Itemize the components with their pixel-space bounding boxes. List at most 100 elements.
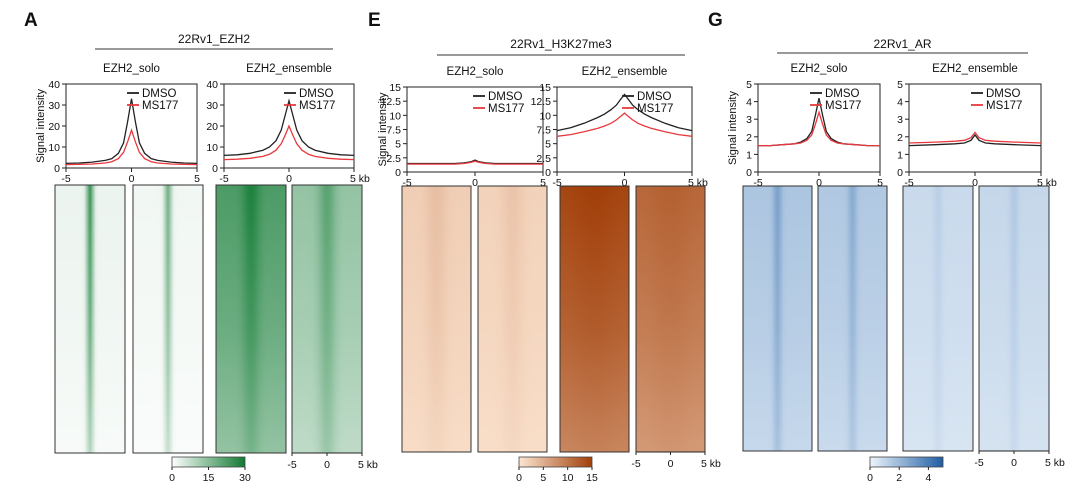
heatmap-4 xyxy=(291,184,363,454)
colorbar-tick-label: 4 xyxy=(925,472,931,484)
y-tick-label: 12.5 xyxy=(531,96,552,108)
y-tick-label: 5 xyxy=(746,79,752,91)
heatmap-4 xyxy=(635,185,706,453)
x-tick-label: 0 xyxy=(129,173,135,185)
plot-frame xyxy=(757,83,881,173)
plot-frame xyxy=(556,86,693,173)
heatmap-x-axis: -5 0 5 kb xyxy=(974,450,1065,469)
y-tick-label: 4 xyxy=(746,97,752,109)
heatmap-3 xyxy=(902,185,974,452)
y-tick-label: 1 xyxy=(897,149,903,161)
heatmap-1 xyxy=(401,185,472,453)
heatmap-x-tick-label: 5 kb xyxy=(1045,457,1065,469)
y-tick-label: 7.5 xyxy=(386,125,401,137)
heatmap-4 xyxy=(978,185,1050,452)
legend-label-ms177: MS177 xyxy=(488,103,524,115)
y-tick-label: 5 xyxy=(545,139,551,151)
plot-frame xyxy=(908,83,1042,173)
panel-header: 22Rv1_EZH2 xyxy=(178,32,250,46)
colorbar-tick-label: 10 xyxy=(562,472,574,484)
plot-frame xyxy=(65,83,198,169)
heatmap-fade xyxy=(292,185,362,453)
colorbar-bar xyxy=(869,456,944,468)
x-tick-label: 5 xyxy=(877,177,883,189)
heatmap-x-tick-label: 0 xyxy=(668,458,674,470)
series-line-ms177 xyxy=(223,124,355,161)
heatmap-3 xyxy=(215,184,287,454)
colorbar-tick-label: 5 xyxy=(540,472,546,484)
colorbar: 0 5 10 15 xyxy=(516,456,598,484)
y-tick-label: 10 xyxy=(206,142,218,154)
heatmap-frame xyxy=(401,185,472,453)
heatmap-2 xyxy=(477,185,548,453)
legend-label-dmso: DMSO xyxy=(488,91,523,103)
y-tick-label: 40 xyxy=(206,79,218,91)
heatmap-x-tick-label: 0 xyxy=(1011,457,1017,469)
heatmap-x-tick-label: 5 kb xyxy=(701,458,721,470)
y-axis-label: Signal intensity xyxy=(727,91,739,165)
heatmap-frame xyxy=(902,185,974,452)
y-tick-label: 2.5 xyxy=(536,153,551,165)
heatmap-x-tick-label: -5 xyxy=(974,457,983,469)
y-tick-label: 2.5 xyxy=(386,153,401,165)
y-tick-label: 30 xyxy=(48,100,60,112)
legend-label-dmso: DMSO xyxy=(825,88,860,100)
heatmap-fade xyxy=(636,186,705,452)
heatmap-fade xyxy=(560,186,629,452)
panel-header: 22Rv1_H3K27me3 xyxy=(510,37,612,51)
heatmap-fade xyxy=(979,186,1049,451)
series-line-ms177 xyxy=(65,128,198,166)
colorbar-tick-label: 15 xyxy=(203,472,215,484)
x-tick-label: -5 xyxy=(753,177,762,189)
series-line-ms177 xyxy=(407,160,543,165)
legend-label-ms177: MS177 xyxy=(637,103,673,115)
y-tick-label: 10 xyxy=(539,110,551,122)
series-line-ms177 xyxy=(556,112,693,137)
subplot-title: EZH2_solo xyxy=(791,63,848,75)
heatmaps: -5 0 5 kb xyxy=(401,185,721,470)
legend-label-dmso: DMSO xyxy=(986,88,1021,100)
y-tick-label: 3 xyxy=(746,114,752,126)
colorbar: 0 15 30 xyxy=(169,456,251,484)
panel-A: A 22Rv1_EZH2 Signal intensity EZH2_solo 0 10 2… xyxy=(24,10,378,484)
heatmap-fade xyxy=(402,186,471,452)
heatmap-x-axis: -5 0 5 kb xyxy=(631,451,721,470)
colorbar-bar xyxy=(171,456,246,468)
legend-label-ms177: MS177 xyxy=(299,100,335,112)
colorbar-tick-label: 0 xyxy=(867,472,873,484)
heatmap-frame xyxy=(132,184,204,454)
heatmap-x-tick-label: 0 xyxy=(324,459,330,471)
y-tick-label: 0 xyxy=(212,163,218,175)
x-tick-label: 0 xyxy=(816,177,822,189)
x-tick-label: -5 xyxy=(61,173,70,185)
y-tick-label: 0 xyxy=(746,167,752,179)
y-tick-label: 12.5 xyxy=(381,96,402,108)
heatmap-x-tick-label: -5 xyxy=(287,459,296,471)
y-tick-label: 20 xyxy=(48,121,60,133)
y-tick-label: 7.5 xyxy=(536,125,551,137)
x-tick-label: -5 xyxy=(552,177,561,189)
x-tick-label: 5 xyxy=(540,177,546,189)
x-tick-label: -5 xyxy=(402,177,411,189)
y-tick-label: 10 xyxy=(389,110,401,122)
y-tick-label: 15 xyxy=(389,82,401,94)
x-tick-label: 0 xyxy=(286,173,292,185)
heatmap-fade xyxy=(478,186,547,452)
y-axis-label: Signal intensity xyxy=(35,89,47,163)
legend-label-dmso: DMSO xyxy=(142,88,177,100)
series-line-dmso xyxy=(908,133,1042,147)
y-tick-label: 5 xyxy=(395,139,401,151)
legend-label-ms177: MS177 xyxy=(825,100,861,112)
y-tick-label: 20 xyxy=(206,121,218,133)
heatmap-fade xyxy=(903,186,973,451)
heatmap-frame xyxy=(817,185,888,452)
y-tick-label: 2 xyxy=(746,132,752,144)
y-tick-label: 15 xyxy=(539,82,551,94)
y-tick-label: 30 xyxy=(206,100,218,112)
y-tick-label: 10 xyxy=(48,142,60,154)
colorbar-tick-label: 0 xyxy=(169,472,175,484)
heatmap-frame xyxy=(215,184,287,454)
